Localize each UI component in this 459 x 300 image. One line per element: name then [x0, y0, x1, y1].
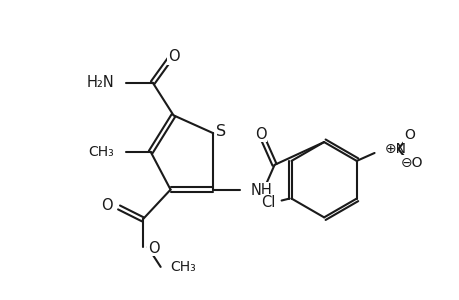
Text: ⊖O: ⊖O: [400, 156, 423, 170]
Text: Cl: Cl: [261, 195, 275, 210]
Text: O: O: [403, 128, 414, 142]
Text: H₂N: H₂N: [86, 75, 114, 90]
Text: O: O: [101, 198, 113, 213]
Text: CH₃: CH₃: [170, 260, 196, 274]
Text: O: O: [254, 127, 266, 142]
Text: ⊕N: ⊕N: [384, 142, 406, 156]
Text: NH: NH: [250, 183, 272, 198]
Text: O: O: [147, 241, 159, 256]
Text: S: S: [216, 124, 226, 139]
Text: CH₃: CH₃: [88, 145, 114, 159]
Text: O: O: [168, 50, 179, 64]
